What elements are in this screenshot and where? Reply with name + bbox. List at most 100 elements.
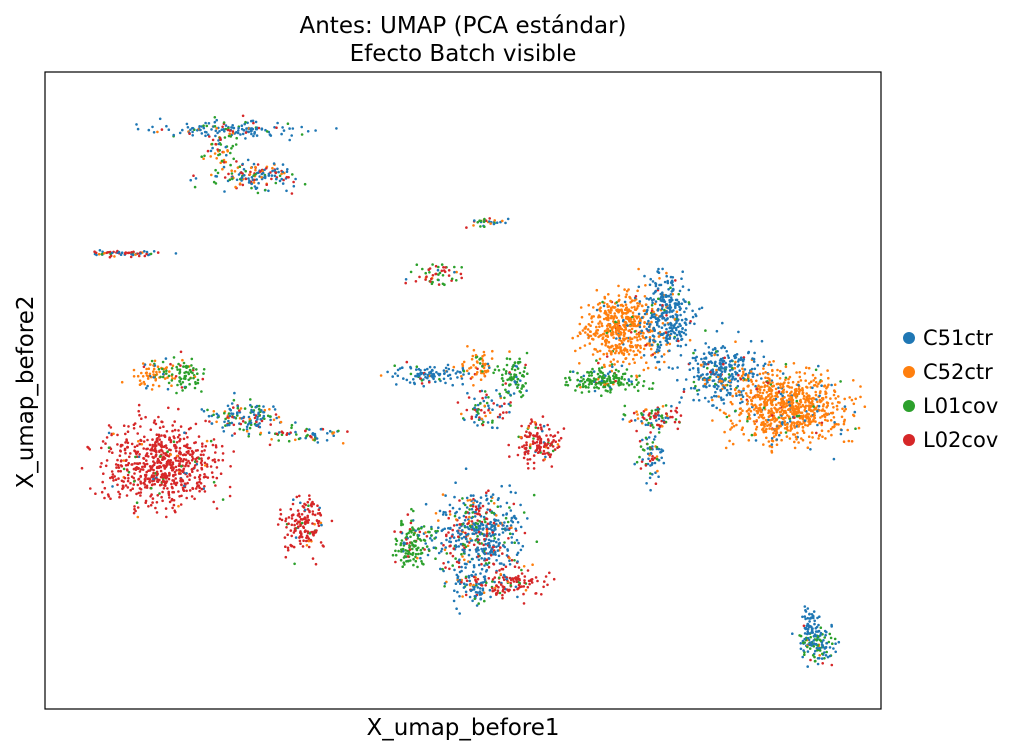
point	[173, 436, 176, 440]
point	[510, 519, 513, 522]
point	[461, 523, 464, 526]
point	[513, 514, 516, 518]
point	[270, 438, 273, 441]
point	[171, 486, 174, 490]
point	[167, 406, 170, 410]
point	[610, 307, 613, 311]
point	[632, 350, 635, 353]
point	[483, 374, 487, 378]
point	[171, 479, 174, 482]
point	[756, 373, 759, 377]
point	[223, 420, 226, 424]
point	[127, 251, 131, 255]
point	[622, 337, 625, 341]
point	[275, 177, 278, 181]
point	[290, 423, 294, 427]
point	[483, 390, 487, 393]
point	[211, 475, 215, 479]
point	[221, 125, 224, 129]
point	[239, 407, 243, 410]
point	[652, 335, 656, 338]
point	[287, 522, 290, 525]
point	[192, 376, 195, 380]
point	[248, 421, 251, 425]
point	[451, 528, 455, 532]
point	[535, 444, 539, 448]
point	[624, 328, 628, 331]
point	[645, 310, 648, 314]
point	[624, 357, 628, 360]
chart-title-line-2: Efecto Batch visible	[350, 41, 577, 67]
point	[492, 521, 496, 525]
point	[189, 178, 192, 182]
point	[596, 350, 599, 353]
point	[516, 377, 520, 381]
point	[472, 501, 475, 505]
point	[179, 477, 183, 481]
point	[252, 134, 255, 138]
point	[478, 390, 482, 393]
point	[419, 548, 423, 552]
point	[485, 529, 489, 533]
point	[191, 467, 194, 471]
point	[126, 473, 130, 477]
point	[524, 588, 528, 592]
point	[513, 541, 516, 544]
point	[150, 483, 154, 487]
point	[458, 526, 461, 530]
point	[619, 304, 623, 307]
point	[200, 408, 204, 411]
point	[228, 494, 232, 498]
point	[244, 131, 248, 134]
point	[127, 425, 130, 428]
point	[130, 251, 133, 254]
point	[615, 349, 618, 353]
point	[280, 430, 284, 434]
point	[615, 347, 618, 350]
point	[223, 190, 226, 193]
point	[829, 397, 832, 400]
point	[602, 332, 606, 336]
point	[111, 476, 115, 480]
point	[207, 414, 211, 418]
point	[444, 511, 447, 514]
point	[236, 405, 240, 408]
point	[446, 363, 450, 367]
point	[824, 418, 827, 422]
point	[807, 416, 810, 419]
point	[243, 174, 246, 177]
point	[574, 389, 577, 392]
point	[469, 494, 473, 497]
point	[486, 362, 490, 366]
point	[125, 468, 129, 471]
point	[712, 384, 716, 388]
point	[545, 434, 548, 437]
point	[762, 367, 765, 370]
point	[237, 129, 240, 132]
point	[224, 417, 227, 421]
point	[697, 399, 701, 402]
point	[642, 354, 646, 357]
point	[601, 300, 604, 304]
point	[593, 386, 596, 389]
point	[684, 300, 687, 304]
point	[483, 363, 487, 367]
point	[261, 171, 265, 175]
point	[624, 303, 628, 307]
point	[191, 134, 194, 137]
point	[152, 468, 155, 472]
point	[666, 294, 670, 298]
point	[188, 446, 192, 450]
point	[477, 582, 481, 586]
point	[586, 377, 590, 381]
point	[408, 381, 412, 384]
point	[139, 491, 143, 494]
point	[469, 498, 472, 502]
point	[467, 372, 471, 375]
point	[219, 143, 223, 146]
point	[182, 361, 186, 365]
point	[510, 558, 514, 562]
point	[308, 428, 311, 431]
point	[129, 452, 132, 455]
point	[523, 451, 527, 454]
